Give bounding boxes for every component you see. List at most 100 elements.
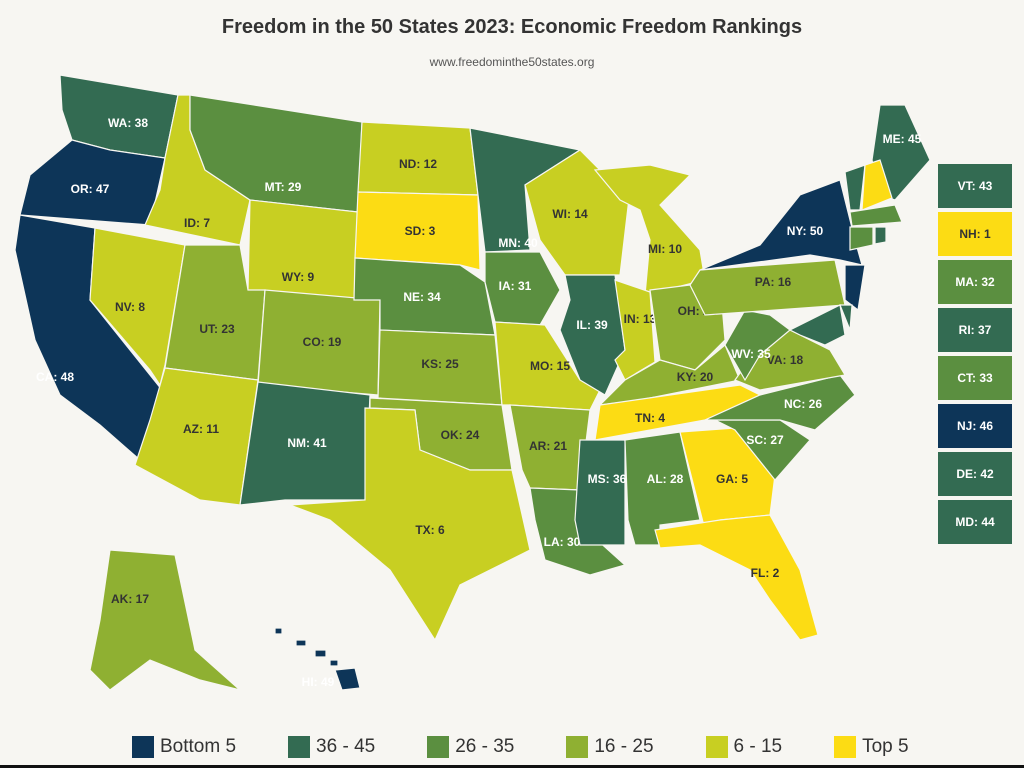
state-hi: HI: 49	[274, 627, 361, 691]
state-shape	[699, 179, 863, 271]
state-label: OR: 47	[71, 182, 110, 196]
state-label: OK: 24	[441, 428, 480, 442]
state-label: AZ: 11	[183, 422, 219, 436]
state-de	[839, 304, 853, 331]
state-il: IL: 39	[559, 274, 626, 396]
legend-label: 36 - 45	[316, 736, 376, 757]
state-in: IN: 13	[614, 279, 657, 381]
state-ms: MS: 36	[574, 439, 627, 546]
legend: Bottom 5 36 - 45 26 - 35 16 - 25 6 - 15 Top 5	[132, 736, 961, 758]
state-label: ME: 45	[883, 132, 922, 146]
state-fl: FL: 2	[654, 514, 819, 641]
state-shape	[354, 191, 481, 271]
state-label: IA: 31	[499, 279, 532, 293]
state-tx: TX: 6	[289, 407, 531, 642]
legend-item: Top 5	[834, 736, 909, 758]
legend-item: 16 - 25	[566, 736, 654, 758]
state-label: MS: 36	[588, 472, 627, 486]
state-label: UT: 23	[199, 322, 235, 336]
state-ma	[849, 204, 903, 227]
map-subtitle: www.freedominthe50states.org	[429, 55, 595, 69]
state-shape	[274, 627, 283, 635]
state-sc: SC: 27	[714, 419, 811, 481]
state-label: TN: 4	[635, 411, 665, 425]
state-shape	[788, 304, 846, 346]
state-label: HI: 49	[302, 675, 335, 689]
state-ct	[849, 226, 874, 251]
state-box-nj: NJ: 46	[938, 404, 1012, 448]
state-shape	[704, 374, 856, 431]
legend-swatch	[288, 736, 311, 758]
state-label: LA: 30	[544, 535, 581, 549]
map-title: Freedom in the 50 States 2023: Economic …	[221, 16, 803, 38]
state-shape	[334, 667, 361, 691]
state-shape	[134, 367, 259, 506]
state-me: ME: 45	[871, 104, 931, 201]
state-label: KS: 25	[421, 357, 459, 371]
divider	[0, 765, 1024, 768]
state-pa: PA: 16	[689, 259, 846, 316]
legend-swatch	[834, 736, 857, 758]
state-shape	[239, 381, 371, 506]
state-label: NE: 34	[403, 290, 441, 304]
state-label: FL: 2	[751, 566, 780, 580]
state-label: NM: 41	[287, 436, 327, 450]
state-label: MT: 29	[265, 180, 302, 194]
state-ak: AK: 17	[89, 549, 241, 691]
state-label: MO: 15	[530, 359, 570, 373]
legend-label: 16 - 25	[594, 736, 654, 757]
state-label: WV: 35	[731, 347, 771, 361]
state-ri	[874, 226, 887, 245]
legend-item: 26 - 35	[427, 736, 514, 758]
legend-label: 6 - 15	[733, 736, 783, 757]
state-nh	[861, 159, 893, 211]
state-box-nh: NH: 1	[938, 212, 1012, 256]
state-label: AL: 28	[647, 472, 684, 486]
state-label: MN: 40	[498, 236, 538, 250]
state-box-de: DE: 42	[938, 452, 1012, 496]
state-nd: ND: 12	[357, 121, 479, 196]
state-label: ND: 12	[399, 157, 437, 171]
legend-label: Bottom 5	[160, 736, 237, 757]
state-label: WA: 38	[108, 116, 148, 130]
state-wy: WY: 9	[247, 199, 359, 301]
state-mi: MI: 10	[593, 164, 706, 296]
state-label: GA: 5	[716, 472, 748, 486]
state-box-ct: CT: 33	[938, 356, 1012, 400]
state-shape	[689, 259, 846, 316]
state-label: SD: 3	[405, 224, 436, 238]
state-label: ID: 7	[184, 216, 210, 230]
state-shape	[574, 439, 626, 546]
state-shape	[494, 321, 601, 411]
state-al: AL: 28	[624, 431, 701, 546]
state-shape	[874, 226, 887, 245]
legend-label: 26 - 35	[455, 736, 515, 757]
state-label: CO: 19	[303, 335, 342, 349]
state-co: CO: 19	[257, 289, 381, 396]
state-shape	[654, 514, 819, 641]
state-md	[788, 304, 846, 346]
legend-swatch	[132, 736, 154, 758]
state-mt: MT: 29	[189, 94, 363, 213]
legend-swatch	[427, 736, 450, 758]
legend-item: 6 - 15	[705, 736, 783, 758]
state-label: MI: 10	[648, 242, 682, 256]
legend-swatch	[566, 736, 589, 758]
state-box-md: MD: 44	[938, 500, 1012, 544]
state-shape	[89, 549, 241, 691]
state-nc: NC: 26	[704, 374, 856, 431]
legend-item: 36 - 45	[288, 736, 375, 758]
state-label: NY: 50	[787, 224, 824, 238]
state-shape	[295, 639, 307, 647]
state-label: AK: 17	[111, 592, 149, 606]
state-az: AZ: 11	[134, 367, 259, 506]
state-shape	[839, 304, 853, 331]
state-nm: NM: 41	[239, 381, 371, 506]
state-mn: MN: 40	[469, 127, 582, 253]
state-nj	[844, 264, 866, 312]
state-wv: WV: 35	[724, 309, 791, 382]
state-label: CA: 48	[36, 370, 74, 384]
small-state-boxes: VT: 43 NH: 1 MA: 32 RI: 37 CT: 33 NJ: 46 DE: 4…	[938, 164, 1012, 548]
state-label: WY: 9	[282, 270, 315, 284]
